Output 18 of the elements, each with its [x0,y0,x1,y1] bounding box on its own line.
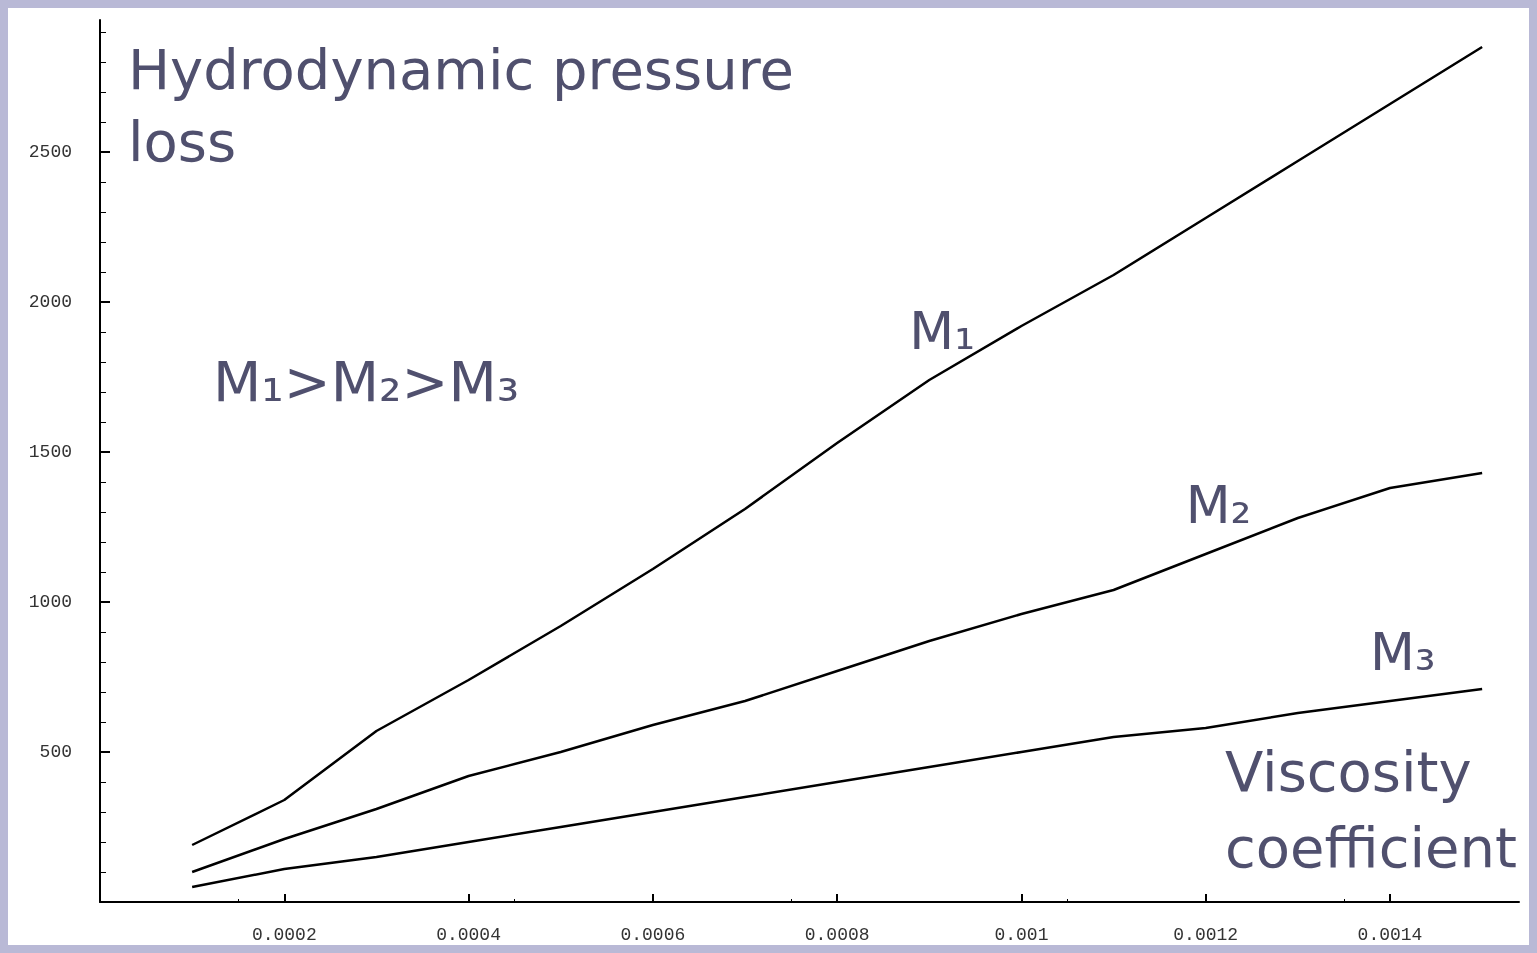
x-tick-label: 0.0012 [1173,925,1239,945]
x-tick-label: 0.0008 [804,925,870,945]
series-label: M₁ [909,301,975,361]
x-tick-label: 0.0004 [436,925,501,945]
y-tick-label: 2000 [28,292,72,312]
y-axis-title: Hydrodynamic pressure loss [128,36,812,174]
y-tick-label: 1000 [28,592,72,612]
y-tick-label: 2500 [28,142,72,162]
series-label: M₂ [1185,475,1252,535]
series-label: M₃ [1370,622,1436,682]
x-tick-label: 0.0006 [620,925,686,945]
y-tick-label: 500 [39,742,72,762]
y-tick-label: 1500 [28,442,72,462]
x-tick-label: 0.001 [994,925,1049,945]
x-tick-label: 0.0002 [251,925,317,945]
x-axis-title: Viscosity coefficient [1225,738,1517,880]
x-tick-label: 0.0014 [1357,925,1423,945]
annotation: M₁>M₂>M₃ [213,348,520,414]
